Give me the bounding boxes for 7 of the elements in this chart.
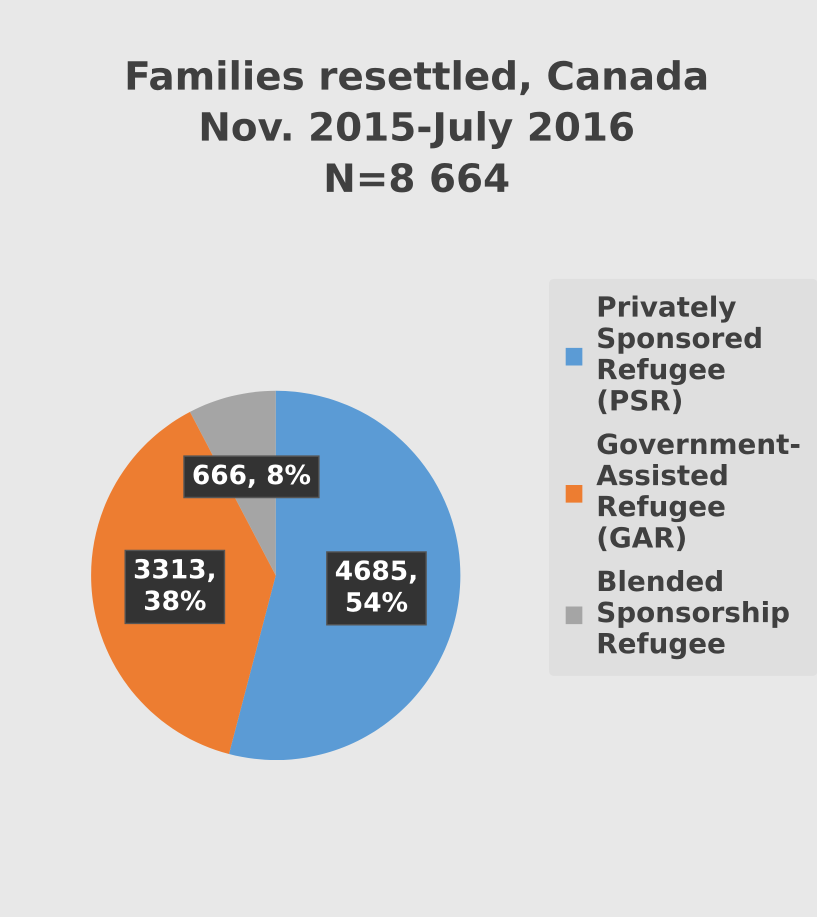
legend-label: Privately Sponsored Refugee (PSR) (598, 296, 761, 414)
chart-title: Families resettled, Canada Nov. 2015-July 2016 N=8 664 (128, 60, 706, 192)
data-label: 666, 8% (194, 464, 310, 488)
data-label: 3313, 38% (134, 558, 214, 610)
data-label: 4685, 54% (336, 560, 416, 612)
legend-label: Blended Sponsorship Refugee (598, 570, 789, 660)
legend-label: Government- Assisted Refugee (GAR) (596, 433, 800, 552)
